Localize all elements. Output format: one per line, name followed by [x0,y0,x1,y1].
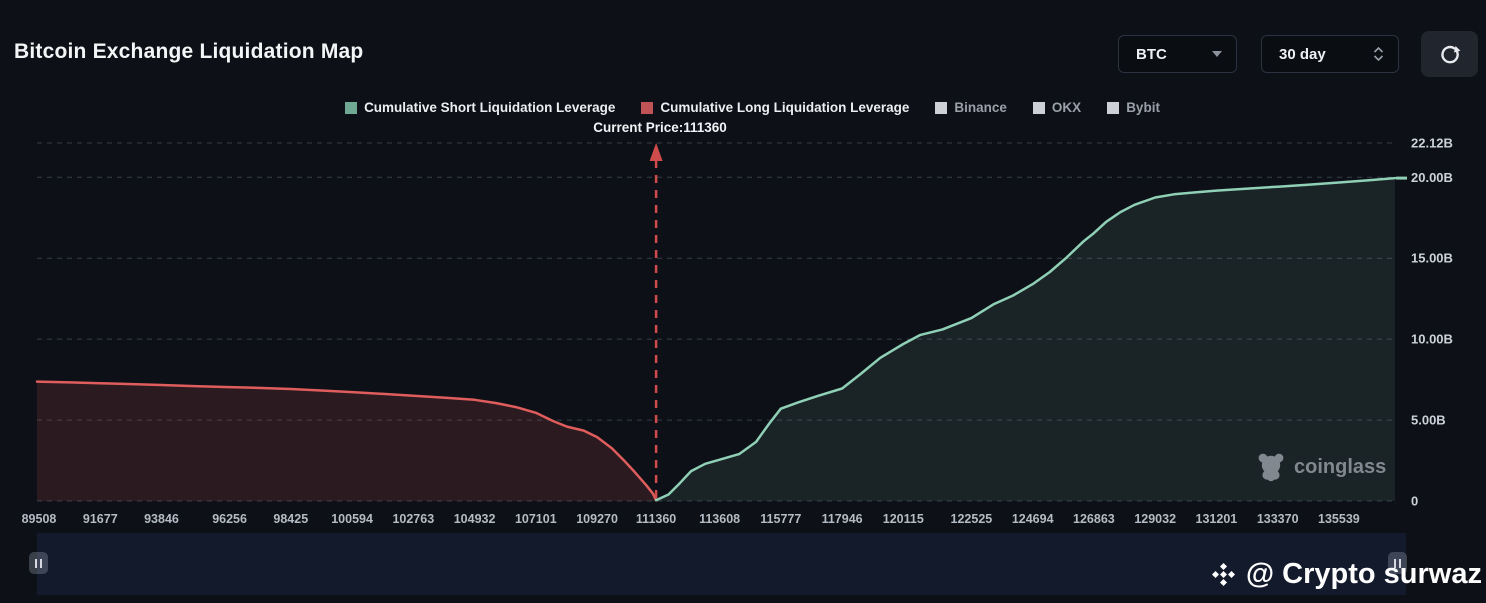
navigator-right-handle[interactable] [1388,552,1407,574]
y-axis-label: 15.00B [1411,251,1453,266]
x-axis-label: 93846 [144,512,179,526]
coin-select[interactable]: BTC [1118,35,1237,73]
legend-item-bybit[interactable]: Bybit [1107,100,1160,115]
refresh-icon [1440,45,1460,64]
timeline-navigator[interactable] [37,533,1406,595]
x-axis-label: 120115 [883,512,924,526]
x-axis-label: 113608 [699,512,740,526]
chevron-updown-icon [1373,47,1384,61]
y-axis-label: 20.00B [1411,170,1453,185]
x-axis-label: 129032 [1134,512,1176,526]
short-liquidation-area [656,178,1395,501]
current-price-arrow [649,143,663,161]
y-axis-label: 0 [1411,494,1418,509]
chart-legend: Cumulative Short Liquidation Leverage Cu… [110,100,1395,115]
x-axis-label: 100594 [331,512,373,526]
x-axis-label: 115777 [760,512,801,526]
legend-item-binance[interactable]: Binance [935,100,1007,115]
x-axis-label: 96256 [212,512,247,526]
long-liquidation-line [35,380,658,502]
x-axis-label: 107101 [515,512,557,526]
x-axis-label: 122525 [951,512,993,526]
x-axis-label: 104932 [454,512,496,526]
x-axis-label: 131201 [1196,512,1238,526]
y-axis-label: 5.00B [1411,413,1446,428]
legend-swatch [1107,101,1120,114]
x-axis-label: 91677 [83,512,118,526]
y-axis-label: 10.00B [1411,332,1453,347]
legend-item-long-leverage[interactable]: Cumulative Long Liquidation Leverage [641,100,909,115]
legend-label: Binance [954,100,1007,115]
x-axis-label: 89508 [22,512,57,526]
credit-text: @ Crypto surwaz [1245,558,1482,590]
chevron-down-icon [1373,55,1384,61]
range-select[interactable]: 30 day [1261,35,1399,73]
page-title: Bitcoin Exchange Liquidation Map [14,40,364,63]
legend-swatch [1032,101,1045,114]
x-axis-label: 109270 [576,512,618,526]
current-price-label: Current Price:111360 [593,120,727,135]
navigator-left-handle[interactable] [29,552,48,574]
x-axis-label: 117946 [822,512,863,526]
coin-select-value: BTC [1136,45,1167,63]
coinglass-watermark: coinglass [1256,451,1386,483]
y-axis-label: 22.12B [1411,136,1453,151]
legend-label: OKX [1051,100,1082,115]
legend-label: Bybit [1126,100,1160,115]
x-axis-label: 126863 [1073,512,1115,526]
legend-swatch [935,101,948,114]
legend-swatch [641,101,654,114]
x-axis-label: 135539 [1318,512,1360,526]
legend-label: Cumulative Long Liquidation Leverage [660,100,910,115]
credit-watermark: @ Crypto surwaz [1210,558,1482,591]
chevron-up-icon [1373,47,1384,53]
x-axis-label: 111360 [636,512,676,526]
x-axis-label: 133370 [1257,512,1299,526]
legend-item-okx[interactable]: OKX [1032,100,1082,115]
short-liquidation-line [654,176,1397,502]
refresh-button[interactable] [1421,31,1478,77]
x-axis-label: 124694 [1012,512,1054,526]
x-axis-label: 98425 [273,512,308,526]
last-value-tick [1396,176,1407,180]
range-select-value: 30 day [1279,45,1326,63]
binance-diamond-icon [1211,563,1235,586]
legend-item-short-leverage[interactable]: Cumulative Short Liquidation Leverage [345,100,615,115]
coinglass-text: coinglass [1294,455,1387,478]
chevron-down-icon [1212,51,1222,57]
coinglass-bear-icon [1258,453,1284,482]
x-axis-label: 102763 [392,512,434,526]
legend-swatch [345,101,358,114]
legend-label: Cumulative Short Liquidation Leverage [364,100,616,115]
long-liquidation-area [37,381,657,501]
